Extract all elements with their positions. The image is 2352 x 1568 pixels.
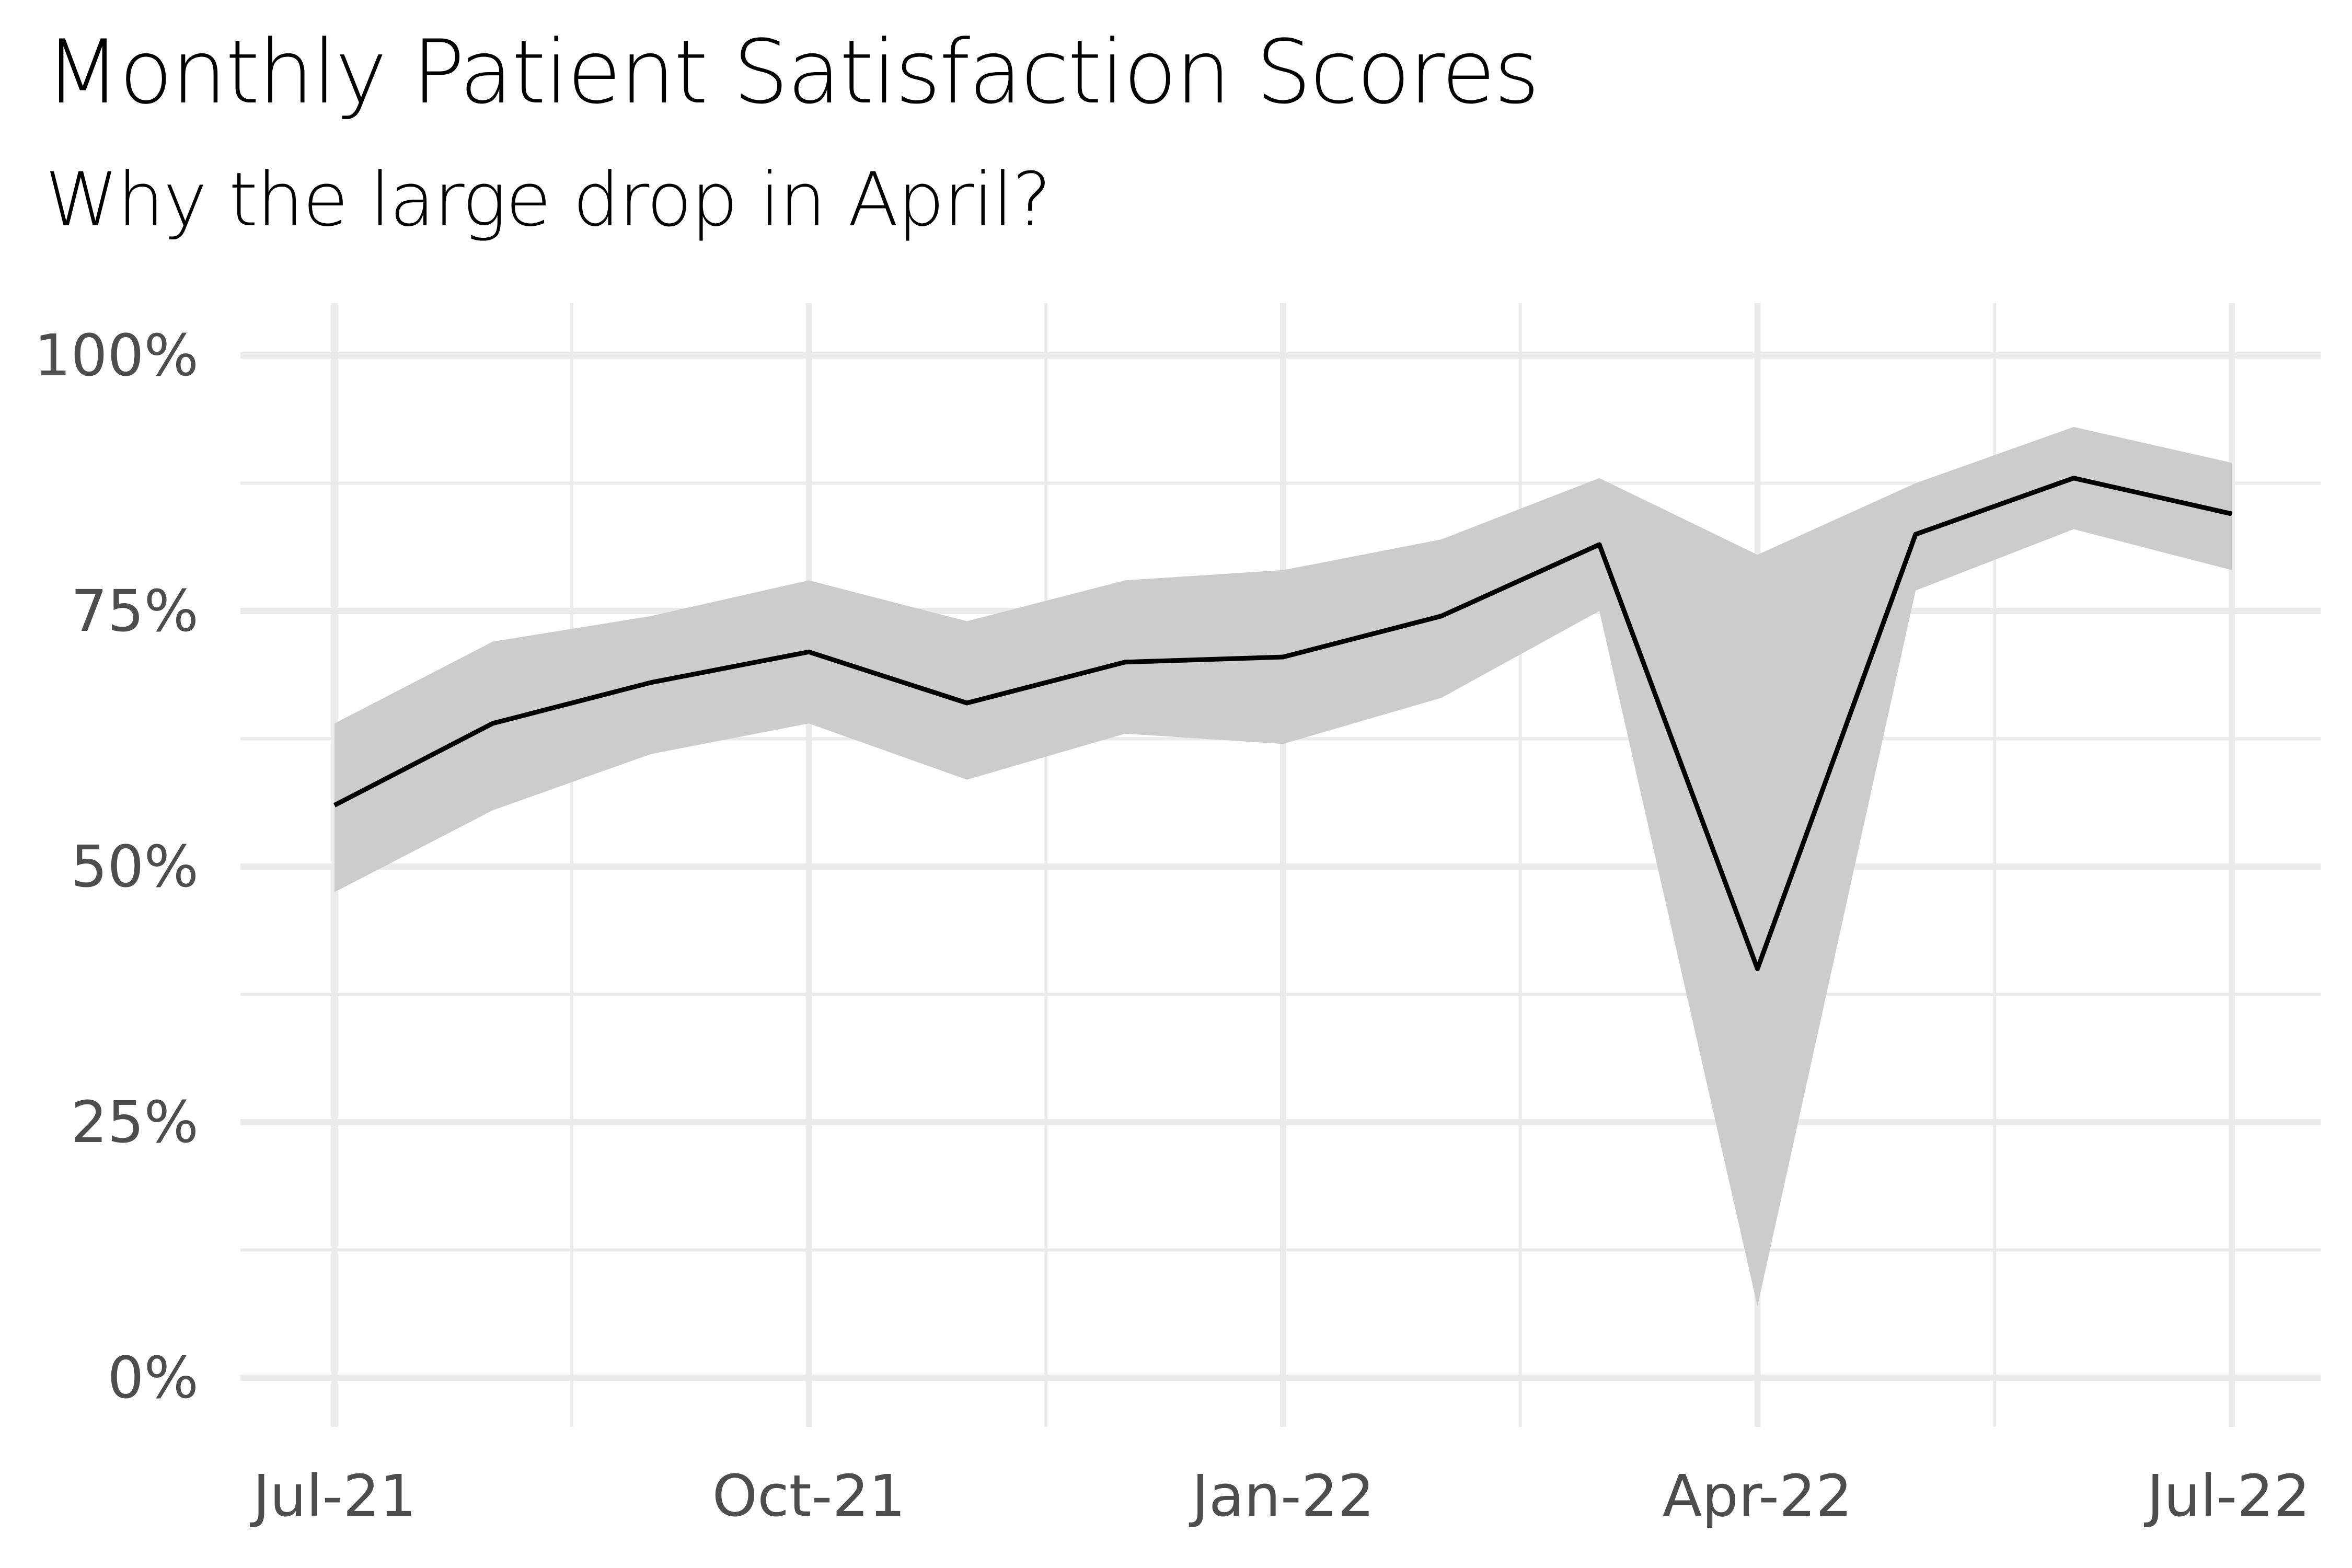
chart-title: Monthly Patient Satisfaction Scores bbox=[45, 21, 1540, 123]
x-tick-label: Jan-22 bbox=[1189, 1462, 1374, 1529]
x-tick-label: Apr-22 bbox=[1663, 1462, 1852, 1529]
confidence-band bbox=[335, 426, 2232, 1307]
chart-subtitle: Why the large drop in April? bbox=[45, 157, 1052, 243]
y-tick-label: 75% bbox=[71, 578, 199, 644]
confidence-band-layer bbox=[335, 426, 2232, 1307]
y-tick-label: 0% bbox=[107, 1344, 199, 1411]
y-tick-label: 25% bbox=[71, 1089, 199, 1156]
y-tick-label: 100% bbox=[34, 322, 199, 389]
x-tick-label: Jul-22 bbox=[2144, 1462, 2310, 1529]
x-tick-label: Jul-21 bbox=[250, 1462, 416, 1529]
x-tick-label: Oct-21 bbox=[712, 1462, 906, 1529]
y-tick-label: 50% bbox=[71, 833, 199, 900]
axis-label-layer: 0% 25% 50% 75% 100% Jul-21 Oct-21 Jan-22 Apr-22 J… bbox=[34, 322, 2310, 1529]
data-point-layer bbox=[334, 478, 2232, 969]
